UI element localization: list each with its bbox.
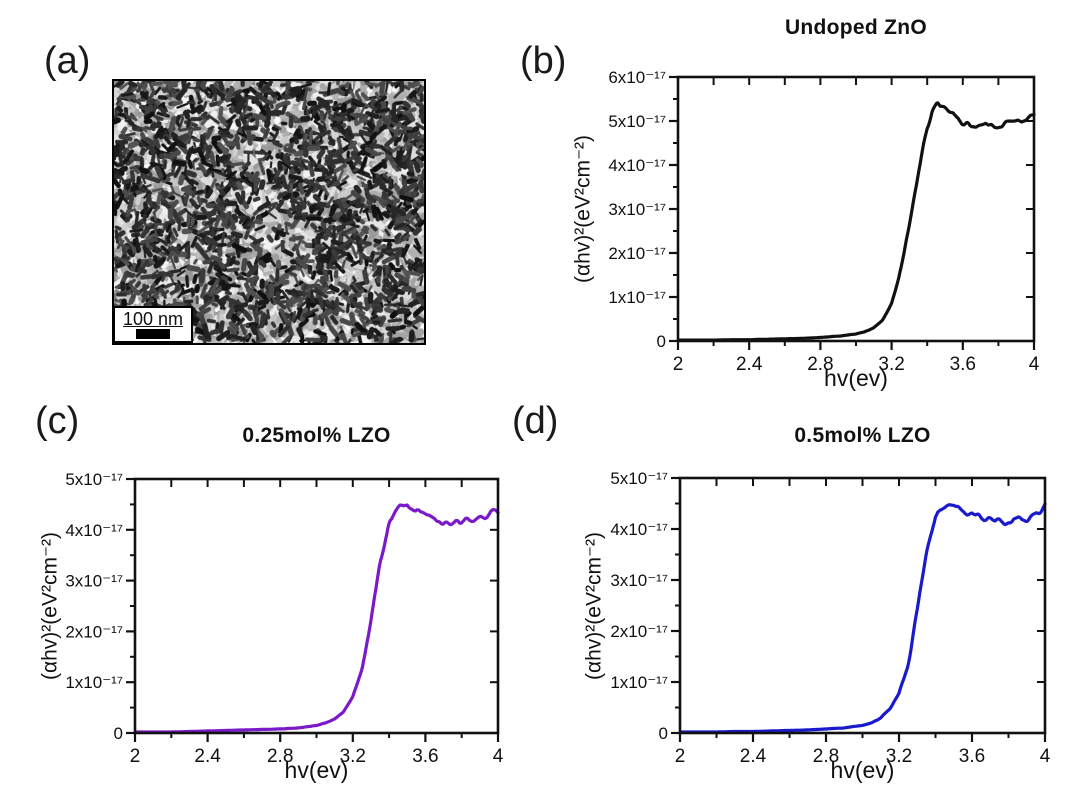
x-tick-label: 3.6 xyxy=(959,746,985,767)
panel-d-label: (d) xyxy=(512,400,559,442)
chart-d-xlabel: hv(ev) xyxy=(830,757,895,783)
x-tick-label: 2.4 xyxy=(736,354,763,375)
y-tick-label: 2x10⁻¹⁷ xyxy=(608,244,666,263)
x-tick-label: 4 xyxy=(493,746,504,767)
axis-box xyxy=(676,75,1036,343)
panel-b-label: (b) xyxy=(520,40,567,82)
y-tick-label: 0 xyxy=(657,332,666,351)
data-curve xyxy=(135,503,500,734)
chart-c-title: 0.25mol% LZO xyxy=(242,424,391,447)
x-tick-label: 2.8 xyxy=(267,746,293,767)
x-tick-label: 2.8 xyxy=(807,354,833,375)
panel-c-label: (c) xyxy=(35,400,80,442)
scale-bar-rule xyxy=(136,329,170,340)
x-tick-label: 2.4 xyxy=(740,746,767,767)
x-tick-label: 3.2 xyxy=(886,746,912,767)
x-tick-label: 2.8 xyxy=(813,746,839,767)
y-tick-label: 3x10⁻¹⁷ xyxy=(65,572,123,591)
x-tick-label: 2 xyxy=(130,746,141,767)
y-tick-label: 5x10⁻¹⁷ xyxy=(65,470,123,489)
chart-d-title: 0.5mol% LZO xyxy=(794,424,931,447)
x-tick-label: 4 xyxy=(1040,746,1051,767)
x-tick-label: 3.2 xyxy=(878,354,904,375)
y-tick-label: 1x10⁻¹⁷ xyxy=(608,288,666,307)
y-tick-label: 0 xyxy=(114,724,123,743)
y-tick-label: 3x10⁻¹⁷ xyxy=(608,200,666,219)
x-tick-label: 3.6 xyxy=(950,354,976,375)
panel-a-label: (a) xyxy=(44,40,91,82)
x-tick-label: 3.6 xyxy=(412,746,438,767)
data-curve xyxy=(678,101,1036,342)
x-tick-label: 3.2 xyxy=(340,746,366,767)
tauc-plot-undoped-zno: 2 2.4 2.8 3.2 3.6 4 0 1x10⁻¹⁷ 2x10⁻¹⁷ 3x10⁻¹⁷ 4x10… xyxy=(608,68,1040,375)
sem-micrograph xyxy=(114,81,424,343)
scale-bar-label: 100 nm xyxy=(122,308,184,329)
x-tick-label: 2.4 xyxy=(194,746,221,767)
y-tick-label: 2x10⁻¹⁷ xyxy=(610,622,668,641)
y-tick-label: 2x10⁻¹⁷ xyxy=(65,622,123,641)
y-tick-label: 3x10⁻¹⁷ xyxy=(610,571,668,590)
data-curve xyxy=(680,502,1047,734)
axis-box xyxy=(133,477,500,735)
x-tick-label: 2 xyxy=(673,354,684,375)
scale-bar: 100 nm xyxy=(113,306,193,343)
y-tick-label: 5x10⁻¹⁷ xyxy=(608,112,666,131)
chart-b-xlabel: hv(ev) xyxy=(824,365,888,391)
y-tick-label: 0 xyxy=(659,724,668,743)
y-tick-label: 4x10⁻¹⁷ xyxy=(610,520,668,539)
y-tick-label: 5x10⁻¹⁷ xyxy=(610,469,668,488)
tauc-plot-025mol-lzo: 2 2.4 2.8 3.2 3.6 4 0 1x10⁻¹⁷ 2x10⁻¹⁷ 3x10⁻¹⁷ 4x10… xyxy=(65,470,504,767)
y-tick-label: 1x10⁻¹⁷ xyxy=(610,673,668,692)
tauc-plot-05mol-lzo: 2 2.4 2.8 3.2 3.6 4 0 1x10⁻¹⁷ 2x10⁻¹⁷ 3x10⁻¹⁷ 4x10… xyxy=(610,469,1051,767)
chart-c-xlabel: hv(ev) xyxy=(284,757,349,783)
x-tick-label: 2 xyxy=(675,746,686,767)
y-tick-label: 1x10⁻¹⁷ xyxy=(65,673,123,692)
y-tick-label: 6x10⁻¹⁷ xyxy=(608,68,666,87)
x-tick-label: 4 xyxy=(1029,354,1040,375)
sem-image-frame: 100 nm xyxy=(112,79,426,345)
chart-b-title: Undoped ZnO xyxy=(784,16,928,39)
y-tick-label: 4x10⁻¹⁷ xyxy=(608,156,666,175)
y-tick-label: 4x10⁻¹⁷ xyxy=(65,521,123,540)
